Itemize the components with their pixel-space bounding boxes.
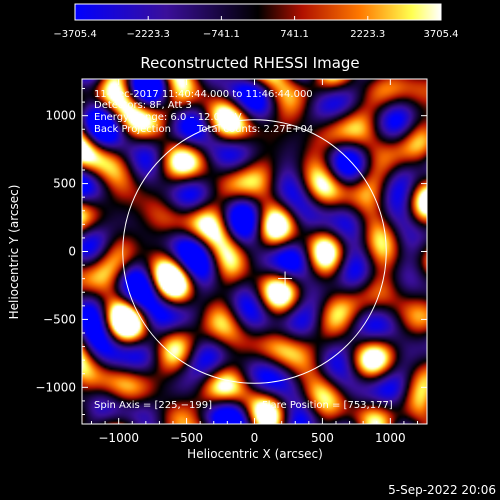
- chart-title: Reconstructed RHESSI Image: [140, 54, 359, 72]
- x-tick-label: −1000: [98, 431, 139, 445]
- x-tick-label: −500: [170, 431, 203, 445]
- energy-range-label: Energy Range: 6.0 – 12.0 keV: [94, 112, 242, 123]
- annotation-block: 11-Dec-2017 11:40:44.000 to 11:46:44.000…: [94, 89, 393, 411]
- spin-axis-marker: [278, 271, 293, 286]
- colorbar-tick-label: 3705.4: [424, 29, 459, 40]
- colorbar-tick-label: 2223.3: [350, 29, 385, 40]
- solar-disk-circle: [122, 119, 387, 384]
- method-label: Back Projection: [94, 124, 171, 135]
- x-tick-label: 0: [251, 431, 259, 445]
- colorbar: [74, 3, 442, 21]
- colorbar-tick-label: −2223.3: [127, 29, 170, 40]
- colorbar-tick-label: −741.1: [203, 29, 240, 40]
- x-axis-label: Heliocentric X (arcsec): [187, 447, 323, 461]
- y-tick-label: −1000: [35, 380, 76, 394]
- total-counts-label: Total counts: 2.27E+04: [196, 124, 313, 135]
- y-tick-label: 500: [53, 177, 76, 191]
- detectors-label: Detectors: 8F, Att 3: [94, 100, 192, 111]
- colorbar-ticks: −3705.4 −2223.3 −741.1 741.1 2223.3 3705.4: [53, 16, 459, 40]
- time-range-label: 11-Dec-2017 11:40:44.000 to 11:46:44.000: [94, 89, 313, 100]
- y-axis-label: Heliocentric Y (arcsec): [7, 185, 21, 320]
- colorbar-tick-label: 741.1: [280, 29, 309, 40]
- y-tick-label: 1000: [45, 109, 76, 123]
- spin-axis-label: Spin Axis = [225,−199]: [94, 400, 212, 411]
- flare-position-label: Flare Position = [753,177]: [262, 400, 393, 411]
- axis-ticks: −1000 −500 0 500 1000 −1000 −500 0 500 1000: [35, 79, 427, 445]
- heatmap-image: [82, 79, 427, 424]
- x-tick-label: 1000: [375, 431, 406, 445]
- y-tick-label: −500: [43, 312, 76, 326]
- y-tick-label: 0: [68, 245, 76, 259]
- timestamp: 5-Sep-2022 20:06: [388, 483, 496, 497]
- x-tick-label: 500: [311, 431, 334, 445]
- colorbar-tick-label: −3705.4: [53, 29, 96, 40]
